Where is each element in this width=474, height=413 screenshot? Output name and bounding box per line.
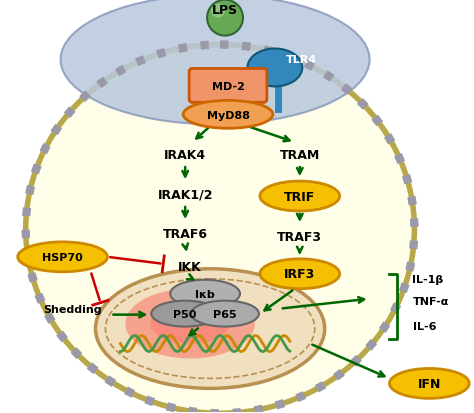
Text: MD-2: MD-2 [211, 82, 245, 92]
Ellipse shape [191, 301, 259, 327]
Text: IRAK4: IRAK4 [164, 148, 206, 161]
Text: MyD88: MyD88 [207, 111, 249, 121]
Text: TRAM: TRAM [280, 148, 320, 161]
FancyBboxPatch shape [189, 69, 267, 103]
Text: TRAF6: TRAF6 [163, 228, 208, 241]
Text: IRAK1/2: IRAK1/2 [157, 188, 213, 201]
Ellipse shape [260, 259, 340, 289]
Text: TLR4: TLR4 [286, 55, 318, 65]
Ellipse shape [126, 289, 255, 358]
Ellipse shape [26, 45, 414, 413]
Text: IL-6: IL-6 [413, 321, 436, 331]
Text: Iκb: Iκb [195, 289, 215, 299]
Ellipse shape [170, 280, 240, 308]
Circle shape [211, 5, 225, 19]
Text: IRF3: IRF3 [284, 268, 315, 280]
Text: TRAF3: TRAF3 [277, 231, 322, 244]
Text: HSP70: HSP70 [42, 252, 83, 262]
Text: TRIF: TRIF [284, 190, 315, 203]
Text: IKK: IKK [178, 261, 202, 274]
Ellipse shape [61, 0, 370, 125]
Ellipse shape [390, 368, 469, 399]
Circle shape [207, 1, 243, 36]
Text: IFN: IFN [418, 377, 441, 390]
Text: Shedding: Shedding [43, 304, 102, 314]
Ellipse shape [18, 242, 108, 272]
Text: P50: P50 [173, 309, 197, 319]
Ellipse shape [247, 50, 302, 87]
Ellipse shape [95, 269, 325, 389]
Ellipse shape [260, 182, 340, 211]
Ellipse shape [150, 304, 230, 344]
Ellipse shape [151, 301, 219, 327]
Text: LPS: LPS [212, 4, 238, 17]
Ellipse shape [183, 101, 273, 129]
Text: P65: P65 [213, 309, 237, 319]
Text: IL-1β: IL-1β [412, 274, 443, 284]
Text: TNF-α: TNF-α [413, 296, 449, 306]
